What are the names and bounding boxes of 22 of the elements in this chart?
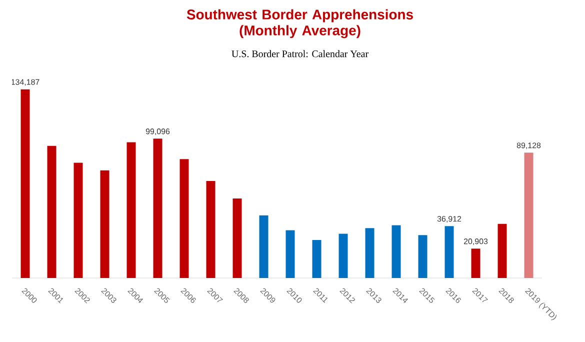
bar	[126, 142, 136, 278]
bar	[418, 235, 428, 278]
bar	[365, 228, 374, 278]
bar	[286, 230, 295, 278]
bar	[74, 162, 83, 278]
bar	[232, 198, 242, 278]
bar	[20, 89, 30, 278]
chart-title: Southwest Border Apprehensions (Monthly Average)	[186, 9, 413, 38]
bar	[498, 224, 507, 278]
chart-subtitle: U.S. Border Patrol: Calendar Year	[232, 50, 368, 58]
bar	[153, 138, 162, 278]
bar	[206, 180, 216, 278]
bar	[392, 225, 401, 278]
bar	[180, 159, 189, 278]
bar	[338, 234, 348, 278]
bar	[100, 170, 110, 278]
bar	[47, 146, 56, 278]
bar	[524, 152, 534, 278]
bar	[312, 240, 322, 278]
bar	[444, 226, 454, 278]
bar	[471, 248, 480, 278]
bar	[259, 215, 268, 278]
